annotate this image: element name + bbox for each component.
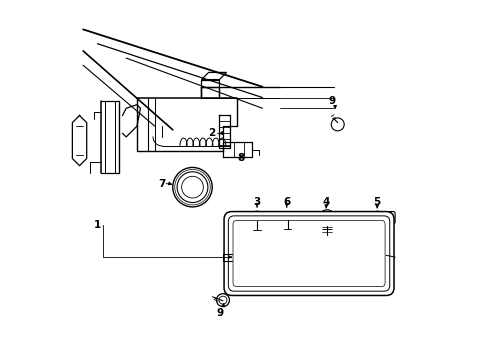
- Text: 6: 6: [283, 197, 290, 207]
- FancyBboxPatch shape: [224, 212, 393, 296]
- Text: 9: 9: [216, 308, 223, 318]
- Text: 1: 1: [94, 220, 101, 230]
- Text: 7: 7: [158, 179, 165, 189]
- Text: 8: 8: [237, 153, 244, 163]
- Text: 4: 4: [322, 197, 329, 207]
- Text: 2: 2: [208, 129, 215, 138]
- Text: 5: 5: [373, 197, 380, 207]
- Polygon shape: [201, 72, 226, 80]
- Text: 3: 3: [253, 197, 260, 207]
- Text: 9: 9: [328, 96, 335, 106]
